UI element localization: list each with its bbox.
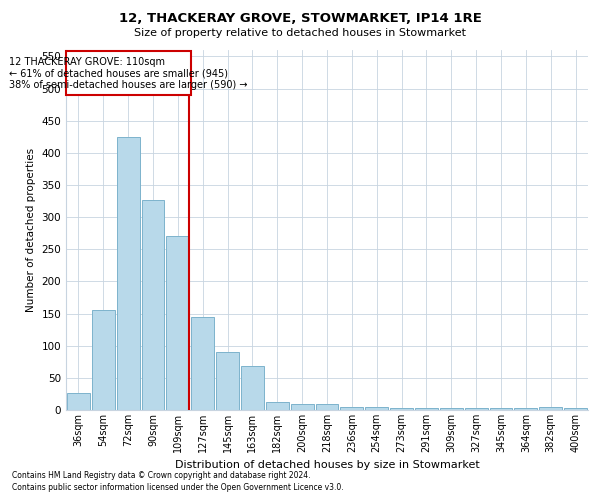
Text: Size of property relative to detached houses in Stowmarket: Size of property relative to detached ho…	[134, 28, 466, 38]
Bar	[117, 137, 140, 410]
X-axis label: Distribution of detached houses by size in Stowmarket: Distribution of detached houses by size …	[175, 460, 479, 470]
Bar	[191, 317, 214, 410]
Bar	[539, 407, 562, 410]
Bar	[490, 408, 512, 410]
Y-axis label: Number of detached properties: Number of detached properties	[26, 148, 36, 312]
Text: 12, THACKERAY GROVE, STOWMARKET, IP14 1RE: 12, THACKERAY GROVE, STOWMARKET, IP14 1R…	[119, 12, 481, 26]
Bar	[142, 200, 164, 410]
Bar	[92, 310, 115, 410]
Text: Contains HM Land Registry data © Crown copyright and database right 2024.: Contains HM Land Registry data © Crown c…	[12, 471, 311, 480]
Bar	[340, 407, 363, 410]
Bar	[390, 408, 413, 410]
Bar	[67, 392, 90, 410]
Bar	[415, 408, 438, 410]
Bar	[66, 52, 191, 95]
Bar	[465, 408, 488, 410]
Bar	[241, 366, 264, 410]
Bar	[440, 408, 463, 410]
Bar	[365, 407, 388, 410]
Bar	[514, 408, 537, 410]
Bar	[266, 402, 289, 410]
Text: Contains public sector information licensed under the Open Government Licence v3: Contains public sector information licen…	[12, 484, 344, 492]
Text: 12 THACKERAY GROVE: 110sqm
← 61% of detached houses are smaller (945)
38% of sem: 12 THACKERAY GROVE: 110sqm ← 61% of deta…	[9, 56, 248, 90]
Bar	[216, 352, 239, 410]
Bar	[316, 404, 338, 410]
Bar	[166, 236, 189, 410]
Bar	[291, 404, 314, 410]
Bar	[564, 408, 587, 410]
